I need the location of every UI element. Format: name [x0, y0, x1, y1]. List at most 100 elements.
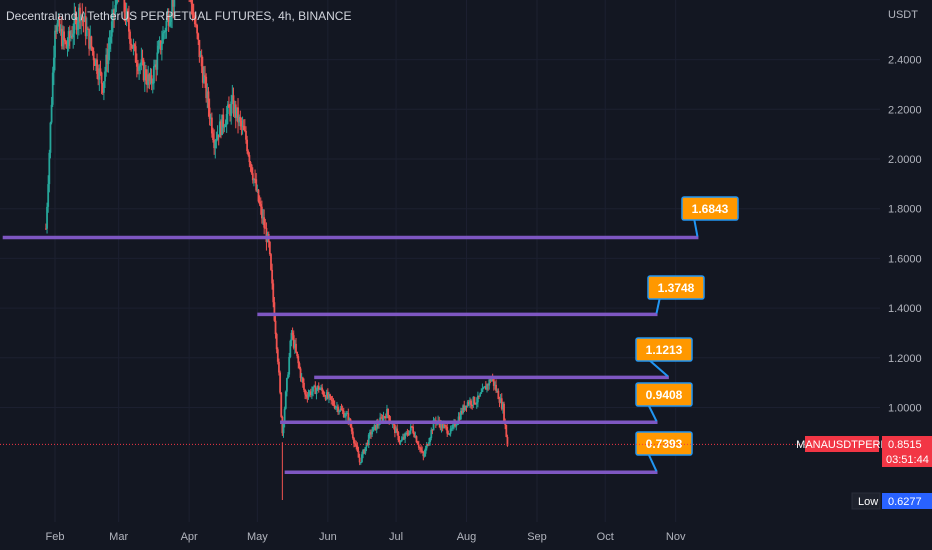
- candle-body: [499, 398, 502, 403]
- candle-body: [131, 45, 134, 49]
- support-resistance-levels: 1.6843 1.3748 1.1213 0.9408 0.7393: [2, 196, 739, 475]
- candle-body: [419, 447, 421, 449]
- candle-body: [342, 411, 345, 418]
- time-tick-label: Jun: [319, 531, 337, 543]
- candle-body: [432, 420, 435, 431]
- level-callout-label: 1.3748: [658, 281, 695, 295]
- level-callout-box[interactable]: [635, 337, 693, 362]
- candle-body: [415, 436, 418, 443]
- level-callout-box[interactable]: [635, 382, 693, 407]
- candle-body: [147, 74, 150, 85]
- candle-body: [84, 16, 87, 37]
- candle-body: [354, 443, 357, 445]
- candle-body: [173, 0, 176, 7]
- candle-body: [353, 438, 355, 444]
- candle-body: [317, 385, 320, 390]
- candle-body: [214, 141, 217, 149]
- candle-body: [370, 432, 372, 435]
- candle-body: [351, 431, 354, 439]
- candle-body: [295, 343, 297, 352]
- candle-body: [447, 433, 450, 435]
- candle-body: [466, 402, 469, 407]
- candle-body: [464, 405, 467, 410]
- candle-body: [347, 413, 350, 421]
- time-tick-label: Aug: [457, 531, 477, 543]
- level-callout-box[interactable]: [647, 275, 705, 300]
- callout-pointer: [647, 452, 658, 472]
- candle-body: [100, 72, 103, 84]
- price-tick-label: 1.6000: [888, 253, 922, 265]
- candle-body: [441, 422, 444, 429]
- candle-body: [311, 391, 313, 395]
- candle-body: [480, 391, 483, 394]
- candle-body: [340, 408, 343, 410]
- candle-body: [229, 107, 231, 116]
- candle-body: [492, 379, 495, 386]
- candle-body: [316, 385, 319, 390]
- candle-body: [348, 419, 351, 421]
- candle-body: [64, 39, 67, 42]
- candle-body: [115, 0, 118, 6]
- symbol-tag-box: [805, 436, 879, 452]
- candle-body: [329, 394, 332, 397]
- time-tick-label: Mar: [109, 531, 128, 543]
- candle-body: [52, 57, 55, 73]
- candle-body: [124, 12, 127, 21]
- candle-body: [67, 31, 70, 46]
- candle-body: [495, 384, 497, 391]
- candle-body: [469, 400, 471, 405]
- candle-body: [143, 69, 146, 81]
- candle-body: [204, 75, 206, 77]
- candle-body: [45, 228, 47, 230]
- candle-body: [494, 384, 496, 386]
- candle-body: [96, 59, 98, 74]
- time-tick-label: May: [247, 531, 268, 543]
- level-callout-label: 0.7393: [646, 437, 683, 451]
- candle-body: [213, 139, 216, 149]
- candle-body: [301, 377, 304, 383]
- candle-body: [365, 442, 368, 448]
- candle-body: [417, 444, 420, 448]
- price-axis: 2.4000 2.2000 2.0000 1.8000 1.6000 1.4000 1.20…: [888, 55, 922, 415]
- price-tag-box: [882, 436, 932, 467]
- candle-body: [77, 7, 80, 23]
- candle-body: [289, 340, 292, 357]
- candle-body: [83, 16, 86, 22]
- candle-body: [199, 54, 202, 58]
- candle-body: [238, 116, 241, 123]
- candle-body: [307, 394, 310, 398]
- candle-body: [195, 24, 197, 26]
- candle-body: [411, 426, 413, 428]
- candle-body: [498, 399, 501, 403]
- candle-body: [475, 402, 478, 404]
- candle-body: [398, 440, 401, 442]
- callout-pointer: [647, 403, 658, 422]
- candle-body: [322, 390, 325, 396]
- candle-body: [346, 413, 349, 415]
- time-axis: Feb Mar Apr May Jun Jul Aug Sep Oct Nov: [46, 531, 686, 543]
- candle-body: [484, 386, 487, 390]
- candle-body: [486, 384, 488, 390]
- candle-body: [455, 424, 458, 427]
- level-callout-box[interactable]: [681, 196, 739, 221]
- candle-body: [82, 18, 85, 22]
- candle-body: [429, 437, 432, 442]
- candle-body: [463, 405, 466, 410]
- candle-body: [331, 399, 334, 401]
- candle-body: [255, 179, 258, 191]
- level-callout-box[interactable]: [635, 431, 693, 456]
- candle-body: [449, 428, 452, 434]
- candle-body: [230, 101, 233, 116]
- candle-body: [245, 130, 247, 140]
- candle-body: [246, 139, 249, 152]
- candle-body: [414, 436, 417, 438]
- candle-body: [336, 406, 338, 408]
- candle-body: [221, 114, 224, 136]
- candle-body: [392, 423, 395, 425]
- candle-body: [60, 28, 63, 47]
- candle-body: [134, 46, 137, 63]
- level-callout-label: 1.1213: [646, 343, 683, 357]
- currency-label: USDT: [888, 9, 918, 21]
- candle-body: [135, 62, 138, 67]
